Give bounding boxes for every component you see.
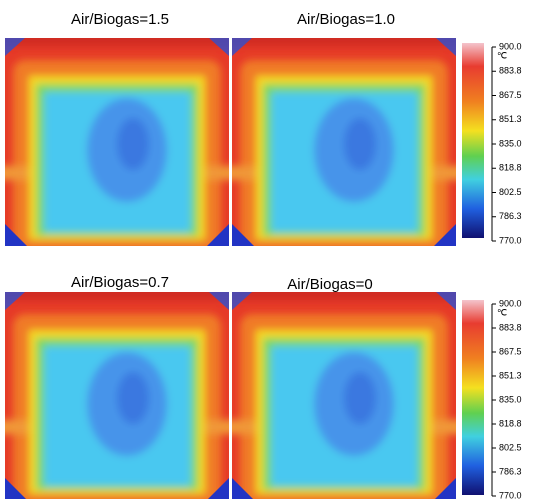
tick-label: 786.3 [499, 211, 522, 221]
tick-label: 835.0 [499, 138, 522, 148]
tick-label: 835.0 [499, 394, 522, 404]
thermal-image [222, 282, 466, 499]
tick-label: 802.5 [499, 187, 522, 197]
tick-label: 786.3 [499, 466, 522, 476]
tick-label: 770.0 [499, 235, 522, 245]
tick-label: 818.8 [499, 418, 522, 428]
tick-label: 851.3 [499, 370, 522, 380]
panel-title: Air/Biogas=1.5 [71, 11, 169, 28]
panel-title: Air/Biogas=0.7 [71, 274, 169, 291]
tick-label: 883.8 [499, 322, 522, 332]
unit-label: ℃ [497, 307, 507, 317]
figure: Air/Biogas=1.5 Air/Biogas=1.0 Air/Biogas… [0, 0, 539, 499]
colorbar [462, 300, 484, 495]
thermal-image [0, 28, 239, 250]
tick-label: 867.5 [499, 346, 522, 356]
panel-title: Air/Biogas=1.0 [297, 11, 395, 28]
thermal-image [0, 282, 239, 499]
tick-label: 851.3 [499, 114, 522, 124]
colorbar [462, 43, 484, 238]
tick-label: 770.0 [499, 490, 522, 499]
thermal-image [222, 28, 466, 250]
tick-label: 867.5 [499, 90, 522, 100]
unit-label: ℃ [497, 50, 507, 60]
tick-label: 883.8 [499, 66, 522, 76]
panel-title: Air/Biogas=0 [287, 276, 372, 293]
tick-label: 818.8 [499, 163, 522, 173]
tick-label: 802.5 [499, 442, 522, 452]
